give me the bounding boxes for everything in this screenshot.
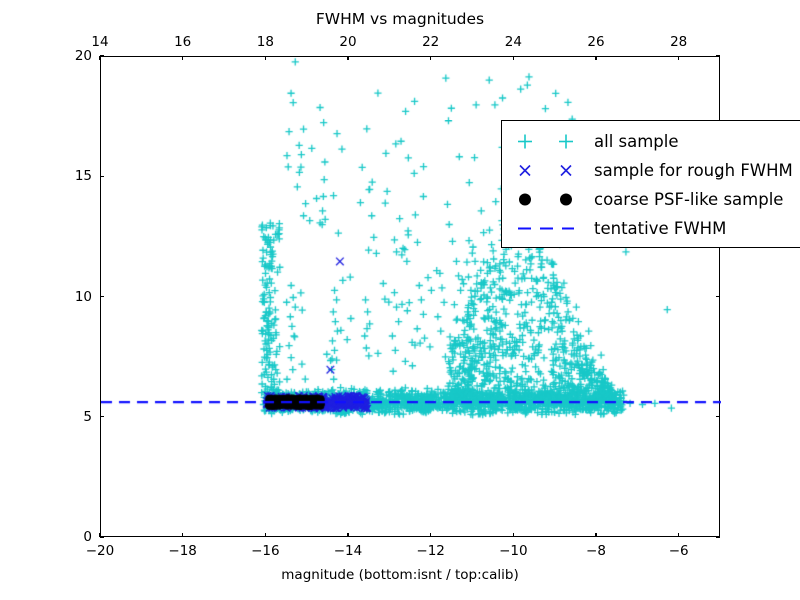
y-tick: 15	[74, 168, 92, 185]
tick-mark	[99, 533, 101, 537]
tick-mark	[716, 536, 720, 538]
tick-mark	[264, 56, 266, 60]
tick-mark	[716, 295, 720, 298]
tick-mark	[347, 56, 349, 60]
legend-item-all-sample: all sample	[502, 127, 800, 156]
x-tick-bottom: −14	[333, 543, 363, 559]
x-tick-top: 22	[422, 34, 440, 50]
legend-label: all sample	[594, 132, 679, 151]
cross-icon	[502, 156, 594, 185]
plot-area: all sample sample for rough FWHM	[100, 56, 800, 538]
x-tick-top: 24	[504, 34, 522, 50]
x-tick-bottom: −6	[668, 543, 689, 559]
legend-item-psf-like: coarse PSF-like sample	[502, 185, 800, 214]
tick-mark	[264, 533, 266, 537]
x-tick-bottom: −18	[168, 543, 197, 559]
chart-title: FWHM vs magnitudes	[315, 10, 485, 28]
y-tick: 10	[74, 288, 92, 305]
x-tick-bottom: −10	[499, 543, 528, 559]
tick-mark	[595, 533, 597, 537]
tick-mark	[100, 536, 104, 538]
legend-label: coarse PSF-like sample	[594, 190, 784, 209]
y-tick: 0	[83, 529, 92, 545]
x-tick-bottom: −8	[586, 543, 606, 559]
tick-mark	[678, 56, 680, 60]
tick-mark	[512, 533, 514, 537]
legend-label: tentative FWHM	[594, 219, 727, 238]
x-axis-label: magnitude (bottom:isnt / top:calib)	[281, 567, 519, 583]
tick-mark	[99, 56, 101, 60]
tick-mark	[595, 56, 597, 60]
x-tick-top: 20	[339, 34, 357, 50]
tick-mark	[716, 416, 720, 418]
tick-mark	[716, 55, 720, 57]
tick-mark	[716, 175, 720, 177]
y-tick: 20	[74, 48, 92, 64]
tick-mark	[182, 56, 184, 60]
dot-icon	[502, 185, 594, 214]
tick-mark	[100, 295, 104, 298]
tick-mark	[430, 533, 432, 537]
y-tick: 5	[83, 408, 92, 425]
tick-mark	[100, 55, 104, 57]
tick-mark	[512, 56, 514, 60]
legend-label: sample for rough FWHM	[594, 161, 793, 180]
tick-mark	[100, 175, 104, 177]
x-tick-top: 28	[670, 34, 688, 50]
x-tick-top: 16	[174, 34, 192, 50]
plus-icon	[502, 127, 594, 156]
x-tick-top: 26	[587, 34, 605, 50]
dashed-line-icon	[502, 214, 594, 243]
tick-mark	[100, 416, 104, 418]
legend-item-tentative-fwhm: tentative FWHM	[502, 214, 800, 243]
tick-mark	[430, 56, 432, 60]
x-tick-bottom: −20	[85, 543, 115, 559]
tick-mark	[182, 533, 184, 537]
tick-mark	[678, 533, 680, 537]
x-tick-bottom: −16	[251, 543, 280, 559]
x-tick-top: 18	[256, 34, 274, 50]
chart-legend: all sample sample for rough FWHM	[501, 120, 800, 248]
tick-mark	[347, 533, 349, 537]
legend-item-rough-fwhm: sample for rough FWHM	[502, 156, 800, 185]
x-tick-bottom: −12	[416, 543, 445, 559]
x-tick-top: 14	[91, 34, 109, 50]
